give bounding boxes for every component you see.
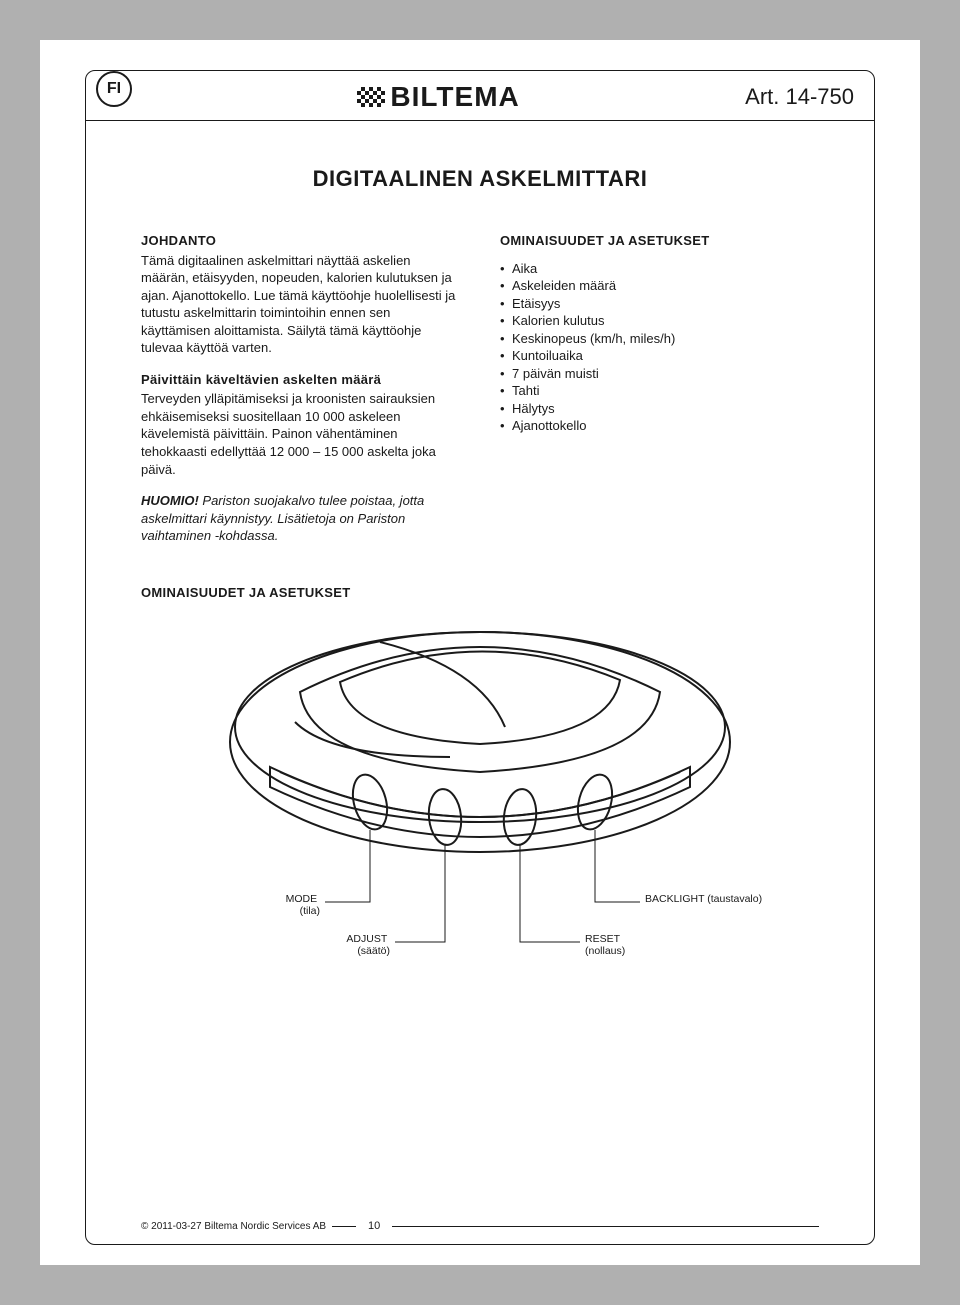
page: FI BILTEMA Art. 14-750 DIGITAALINEN ASKE…: [40, 40, 920, 1265]
feature-item: Kalorien kulutus: [512, 312, 819, 330]
reset-sub: (nollaus): [585, 945, 625, 957]
brand-logo: BILTEMA: [357, 81, 519, 113]
svg-text:ADJUST (säätö): ADJUST (säätö): [346, 933, 390, 957]
feature-item: Etäisyys: [512, 295, 819, 313]
two-column-layout: JOHDANTO Tämä digitaalinen askelmittari …: [141, 232, 819, 559]
daily-heading: Päivittäin käveltävien askelten määrä: [141, 371, 460, 389]
feature-item: Ajanottokello: [512, 417, 819, 435]
feature-item: Tahti: [512, 382, 819, 400]
footer-rule: [332, 1226, 356, 1227]
article-number: Art. 14-750: [745, 84, 854, 110]
mode-sub: (tila): [300, 905, 320, 917]
intro-heading: JOHDANTO: [141, 232, 460, 250]
copyright-text: © 2011-03-27 Biltema Nordic Services AB: [141, 1221, 326, 1232]
feature-item: Aika: [512, 260, 819, 278]
features-list: Aika Askeleiden määrä Etäisyys Kalorien …: [500, 260, 819, 435]
diagram-heading: OMINAISUUDET JA ASETUKSET: [141, 585, 819, 600]
notice-label: HUOMIO!: [141, 493, 199, 508]
content-frame: FI BILTEMA Art. 14-750 DIGITAALINEN ASKE…: [85, 70, 875, 1245]
footer-rule-right: [392, 1226, 819, 1227]
content-area: DIGITAALINEN ASKELMITTARI JOHDANTO Tämä …: [86, 121, 874, 1012]
feature-item: Kuntoiluaika: [512, 347, 819, 365]
feature-item: Askeleiden määrä: [512, 277, 819, 295]
checker-icon: [357, 87, 385, 107]
page-footer: © 2011-03-27 Biltema Nordic Services AB …: [141, 1220, 819, 1232]
backlight-label: BACKLIGHT (taustavalo): [645, 893, 762, 905]
notice-paragraph: HUOMIO! Pariston suojakalvo tulee poista…: [141, 492, 460, 545]
reset-label: RESET: [585, 933, 621, 945]
feature-item: Keskinopeus (km/h, miles/h): [512, 330, 819, 348]
feature-item: Hälytys: [512, 400, 819, 418]
intro-paragraph: Tämä digitaalinen askelmittari näyttää a…: [141, 252, 460, 357]
svg-text:RESET (nollaus): RESET (nollaus): [585, 933, 625, 957]
feature-item: 7 päivän muisti: [512, 365, 819, 383]
header-bar: FI BILTEMA Art. 14-750: [86, 71, 874, 121]
mode-label: MODE: [286, 893, 318, 905]
pedometer-illustration: MODE (tila) ADJUST (säätö) RESET (nollau…: [170, 612, 790, 992]
brand-text: BILTEMA: [390, 81, 519, 113]
language-badge: FI: [96, 71, 132, 107]
adjust-label: ADJUST: [346, 933, 387, 945]
svg-text:BACKLIGHT (taustavalo): BACKLIGHT (taustavalo): [645, 893, 762, 905]
device-diagram: MODE (tila) ADJUST (säätö) RESET (nollau…: [141, 612, 819, 992]
adjust-sub: (säätö): [357, 945, 390, 957]
language-code: FI: [107, 80, 121, 98]
svg-text:MODE (tila): MODE (tila): [286, 893, 320, 917]
page-title: DIGITAALINEN ASKELMITTARI: [141, 166, 819, 192]
page-number: 10: [362, 1220, 386, 1232]
left-column: JOHDANTO Tämä digitaalinen askelmittari …: [141, 232, 460, 559]
right-column: OMINAISUUDET JA ASETUKSET Aika Askeleide…: [500, 232, 819, 559]
features-heading: OMINAISUUDET JA ASETUKSET: [500, 232, 819, 250]
daily-paragraph: Terveyden ylläpitämiseksi ja kroonisten …: [141, 390, 460, 478]
